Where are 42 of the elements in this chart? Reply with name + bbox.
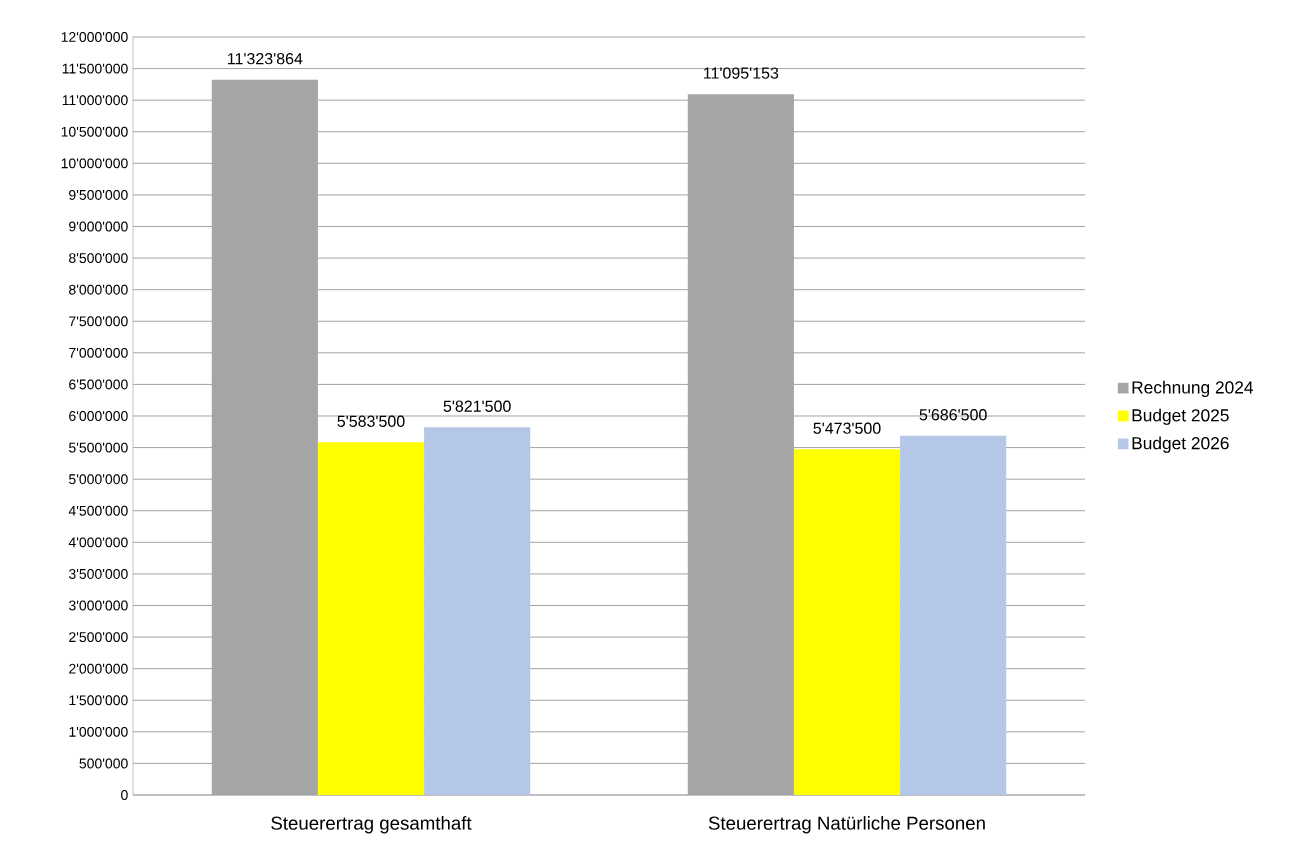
y-tick-label: 2'000'000 — [69, 663, 128, 674]
y-tick-label: 10'500'000 — [61, 126, 128, 137]
x-tick-label: Steuerertrag Natürliche Personen — [708, 816, 985, 834]
bar — [424, 427, 531, 795]
y-tick-label: 8'000'000 — [69, 284, 128, 295]
y-tick-label: 0 — [121, 790, 128, 800]
bar — [687, 94, 794, 795]
legend-label: Budget 2026 — [1132, 436, 1229, 453]
y-tick-label: 7'500'000 — [69, 316, 128, 327]
data-label: 5'686'500 — [919, 409, 987, 421]
bar — [793, 449, 901, 795]
y-tick-label: 11'500'000 — [62, 63, 128, 74]
data-label: 5'821'500 — [443, 400, 511, 412]
data-label: 5'583'500 — [337, 415, 405, 427]
bar — [317, 442, 425, 795]
y-tick-label: 9'000'000 — [69, 221, 128, 232]
bar — [211, 79, 318, 795]
data-label: 11'095'153 — [704, 67, 779, 79]
y-tick-label: 2'500'000 — [69, 632, 128, 643]
legend-label: Rechnung 2024 — [1132, 380, 1254, 397]
y-tick-label: 1'500'000 — [69, 695, 128, 706]
y-tick-label: 3'000'000 — [68, 600, 128, 611]
y-tick-label: 9'500'000 — [69, 189, 128, 200]
y-tick-label: 6'500'000 — [69, 379, 128, 390]
y-tick-label: 12'000'000 — [61, 32, 128, 42]
y-tick-label: 8'500'000 — [69, 253, 128, 264]
y-tick-label: 6'000'000 — [69, 411, 128, 421]
y-tick-label: 10'000'000 — [61, 158, 128, 169]
y-tick-label: 3'500'000 — [68, 568, 128, 579]
bar — [900, 435, 1007, 795]
legend-label: Budget 2025 — [1132, 408, 1229, 425]
x-tick-label: Steuerertrag gesamthaft — [271, 816, 472, 834]
y-tick-label: 11'000'000 — [62, 95, 128, 106]
y-tick-label: 5'000'000 — [69, 474, 128, 485]
y-tick-label: 7'000'000 — [69, 347, 128, 358]
data-label: 5'473'500 — [813, 422, 881, 434]
y-tick-label: 1'000'000 — [69, 726, 128, 737]
y-tick-label: 4'500'000 — [68, 505, 128, 516]
y-tick-label: 5'500'000 — [69, 442, 128, 453]
y-tick-label: 500'000 — [79, 758, 128, 769]
y-tick-label: 4'000'000 — [68, 537, 128, 548]
data-label: 11'323'864 — [228, 53, 303, 65]
